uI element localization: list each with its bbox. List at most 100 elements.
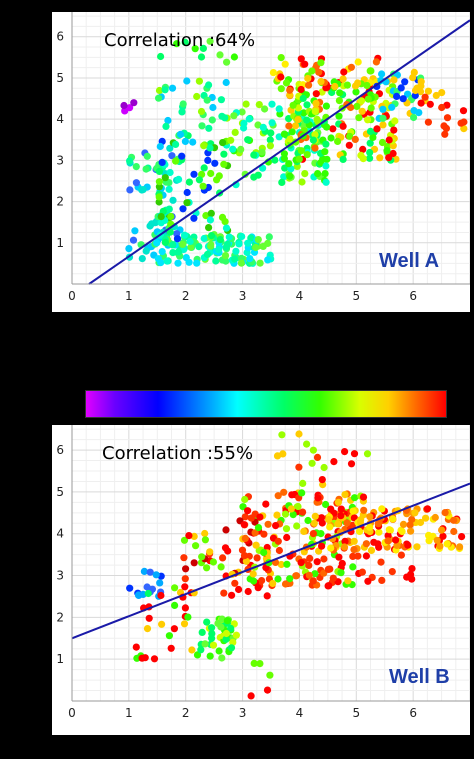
data-point [222,635,230,643]
data-point [175,175,183,183]
data-point [280,154,288,163]
data-point [360,506,368,514]
data-point [219,554,227,562]
data-point [442,124,450,132]
data-point [425,537,433,545]
tick-labels: 0 1 2 3 4 5 6 1 2 3 4 5 6 [56,30,417,303]
data-point [262,500,270,508]
data-point [174,259,182,267]
data-point [190,532,198,540]
data-point [335,112,343,120]
data-point [339,122,347,130]
data-point [416,518,425,527]
x-tick-label: 6 [409,706,417,720]
data-point [181,575,189,583]
data-point [274,575,282,583]
data-point [155,183,163,191]
data-point [311,144,319,152]
x-tick-label: 2 [182,289,190,303]
data-point [364,95,372,103]
data-point [426,100,434,108]
data-point [323,155,331,163]
data-point [201,529,209,538]
data-point [165,632,173,640]
data-point [200,164,208,172]
data-point [205,124,213,132]
data-point [258,577,266,585]
data-point [304,74,312,83]
data-point [367,104,375,112]
data-points [120,37,468,267]
data-point [222,78,230,87]
data-point [309,136,317,144]
data-point [167,644,175,652]
data-point [321,170,329,178]
data-point [266,671,274,679]
data-point [222,224,231,232]
data-point [162,122,170,130]
data-point [244,136,252,144]
data-point [322,178,330,186]
data-point [224,547,232,555]
data-point [252,541,260,549]
data-point [272,522,280,530]
data-point [406,521,414,529]
data-point [208,116,216,124]
data-point [184,613,192,621]
data-point [179,205,187,213]
data-point [173,235,182,243]
data-point [285,122,293,130]
data-point [153,239,161,247]
data-point [439,532,447,540]
data-point [213,176,221,184]
data-point [259,242,267,250]
x-tick-label: 6 [409,289,417,303]
data-point [317,530,325,538]
data-point [417,99,425,107]
data-point [169,241,177,249]
data-point [221,114,229,122]
x-tick-label: 4 [296,289,304,303]
data-point [227,624,235,632]
data-point [256,513,264,521]
data-point [362,552,370,560]
data-point [321,148,329,156]
data-point [211,159,219,167]
regression-line [88,19,470,285]
data-point [385,526,393,534]
data-point [281,60,289,68]
data-point [301,170,309,178]
data-point [187,243,195,251]
data-point [327,134,335,142]
data-point [367,546,376,554]
data-point [181,38,189,46]
data-point [176,130,185,138]
data-point [223,58,231,66]
data-point [351,135,359,143]
data-point [417,78,425,86]
data-point [253,554,261,562]
data-point [240,552,249,560]
data-point [349,552,357,560]
data-point [230,53,238,61]
data-point [311,512,319,520]
data-point [266,136,274,144]
data-point [297,559,305,567]
y-tick-label: 1 [56,652,64,666]
data-point [221,218,229,226]
data-point [364,577,372,585]
data-point [240,119,248,127]
data-point [286,86,294,94]
data-point [164,116,172,125]
data-point [298,489,306,497]
data-point [334,520,342,528]
data-point [286,135,294,143]
data-point [167,212,175,221]
data-point [305,81,313,89]
data-point [377,558,385,566]
data-point [349,563,357,571]
data-point [362,540,370,548]
data-point [228,591,236,599]
data-point [208,624,216,632]
data-point [359,145,367,153]
